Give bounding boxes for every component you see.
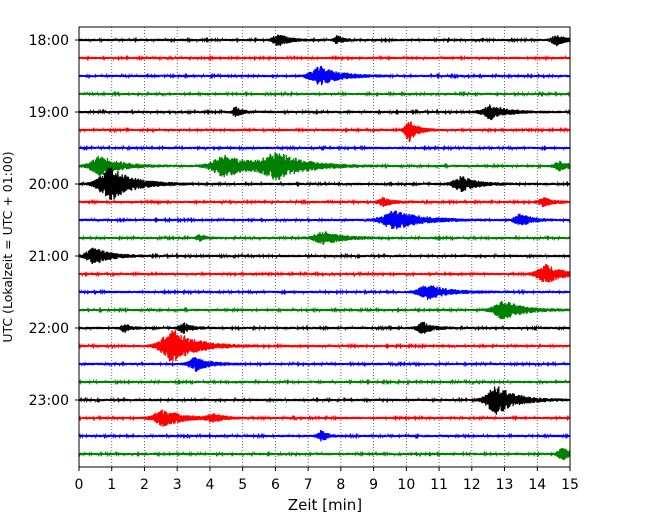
x-tick-label: 13 xyxy=(496,477,514,493)
seismogram-trace xyxy=(78,285,571,300)
seismogram-trace xyxy=(78,152,571,180)
x-tick-label: 10 xyxy=(397,477,415,493)
seismogram-trace xyxy=(78,210,571,230)
y-tick-label: 21:00 xyxy=(29,249,69,265)
seismogram-trace xyxy=(78,34,571,47)
seismogram-trace xyxy=(78,167,571,200)
x-tick-label: 2 xyxy=(140,477,149,493)
seismogram-trace xyxy=(78,231,571,245)
seismogram-trace xyxy=(78,300,571,320)
x-tick-label: 1 xyxy=(107,477,116,493)
y-axis-title: UTC (Lokalzeit = UTC + 01:00) xyxy=(0,151,15,342)
seismogram-trace xyxy=(78,430,571,442)
seismogram-trace xyxy=(78,448,571,461)
seismogram-trace xyxy=(78,121,571,143)
seismogram-trace xyxy=(78,65,571,86)
x-tick-label: 15 xyxy=(561,477,579,493)
x-tick-label: 7 xyxy=(304,477,313,493)
seismogram-trace xyxy=(78,104,571,121)
x-tick-label: 8 xyxy=(336,477,345,493)
x-tick-label: 9 xyxy=(369,477,378,493)
plot-frame xyxy=(78,26,571,468)
y-tick-label: 18:00 xyxy=(29,33,69,49)
seismogram-trace xyxy=(78,54,571,62)
seismogram-trace xyxy=(78,409,571,427)
seismogram-trace xyxy=(78,144,571,152)
x-tick-label: 12 xyxy=(463,477,481,493)
x-axis-title: Zeit [min] xyxy=(288,496,362,514)
seismogram-trace xyxy=(78,356,571,372)
seismogram-trace xyxy=(78,90,571,98)
x-tick-label: 6 xyxy=(271,477,280,493)
x-tick-label: 3 xyxy=(173,477,182,493)
seismogram-trace xyxy=(78,386,571,415)
x-tick-label: 4 xyxy=(205,477,214,493)
y-axis-ticks: 18:00 19:00 20:00 21:00 22:00 23:00 xyxy=(29,33,79,409)
x-tick-label: 5 xyxy=(238,477,247,493)
y-tick-label: 22:00 xyxy=(29,321,69,337)
seismogram-trace xyxy=(78,264,571,283)
x-tick-label: 0 xyxy=(75,477,84,493)
vertical-grid xyxy=(111,27,538,467)
seismogram-trace xyxy=(78,197,571,208)
y-tick-label: 19:00 xyxy=(29,105,69,121)
seismogram-trace xyxy=(78,330,571,362)
seismogram-trace xyxy=(78,321,571,334)
x-axis-ticks: 0 1 2 3 4 5 6 7 8 9 10 11 12 13 14 15 xyxy=(75,467,579,493)
seismogram-trace xyxy=(78,378,571,386)
seismogram-traces xyxy=(78,34,571,461)
seismogram-trace xyxy=(78,247,571,264)
x-tick-label: 11 xyxy=(430,477,448,493)
y-tick-label: 23:00 xyxy=(29,393,69,409)
x-tick-label: 14 xyxy=(528,477,546,493)
y-tick-label: 20:00 xyxy=(29,177,69,193)
